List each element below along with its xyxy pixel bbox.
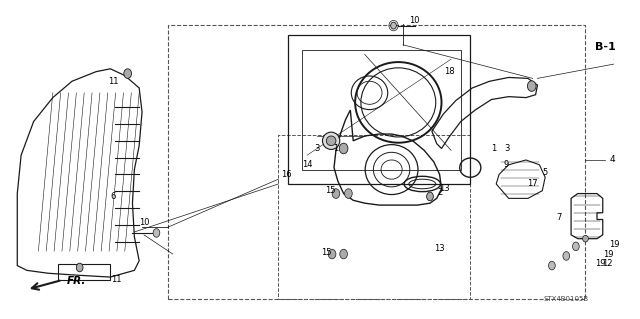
Text: 15: 15 [321,248,332,256]
Ellipse shape [332,189,340,198]
Text: 18: 18 [444,67,454,76]
Text: 3: 3 [504,144,509,153]
Ellipse shape [344,189,352,198]
Text: 1: 1 [491,144,496,153]
Text: 13: 13 [435,244,445,253]
Text: 6: 6 [111,192,116,201]
Ellipse shape [563,252,570,260]
Text: 7: 7 [556,213,561,222]
Text: FR.: FR. [67,276,86,286]
Text: 3: 3 [314,144,319,153]
Ellipse shape [328,249,336,259]
Ellipse shape [340,249,348,259]
Text: 11: 11 [108,77,118,86]
Text: STX4B0105B: STX4B0105B [543,296,588,302]
Ellipse shape [573,242,579,251]
Text: 10: 10 [139,218,149,227]
Ellipse shape [548,261,556,270]
Text: 14: 14 [302,160,312,169]
Text: 19: 19 [609,240,620,249]
Text: 19: 19 [604,249,614,258]
Text: B-1: B-1 [595,42,616,52]
Ellipse shape [124,69,131,78]
Ellipse shape [323,132,340,149]
Ellipse shape [582,235,588,242]
Ellipse shape [326,136,336,145]
Text: 4: 4 [609,155,615,165]
Ellipse shape [390,22,396,29]
Text: 13: 13 [439,184,450,193]
Ellipse shape [153,229,160,237]
Ellipse shape [427,192,433,201]
Ellipse shape [527,81,536,91]
Text: 17: 17 [527,179,538,188]
Text: 19: 19 [595,259,605,268]
Text: 5: 5 [543,168,548,177]
Text: 11: 11 [111,275,122,285]
Text: 15: 15 [325,186,335,195]
Text: 9: 9 [503,160,508,169]
Ellipse shape [76,263,83,272]
Text: 2: 2 [437,188,442,197]
Text: 16: 16 [281,170,291,179]
Ellipse shape [339,143,348,154]
Text: 10: 10 [410,16,420,25]
Text: 1: 1 [333,144,339,153]
Text: 12: 12 [602,259,613,268]
